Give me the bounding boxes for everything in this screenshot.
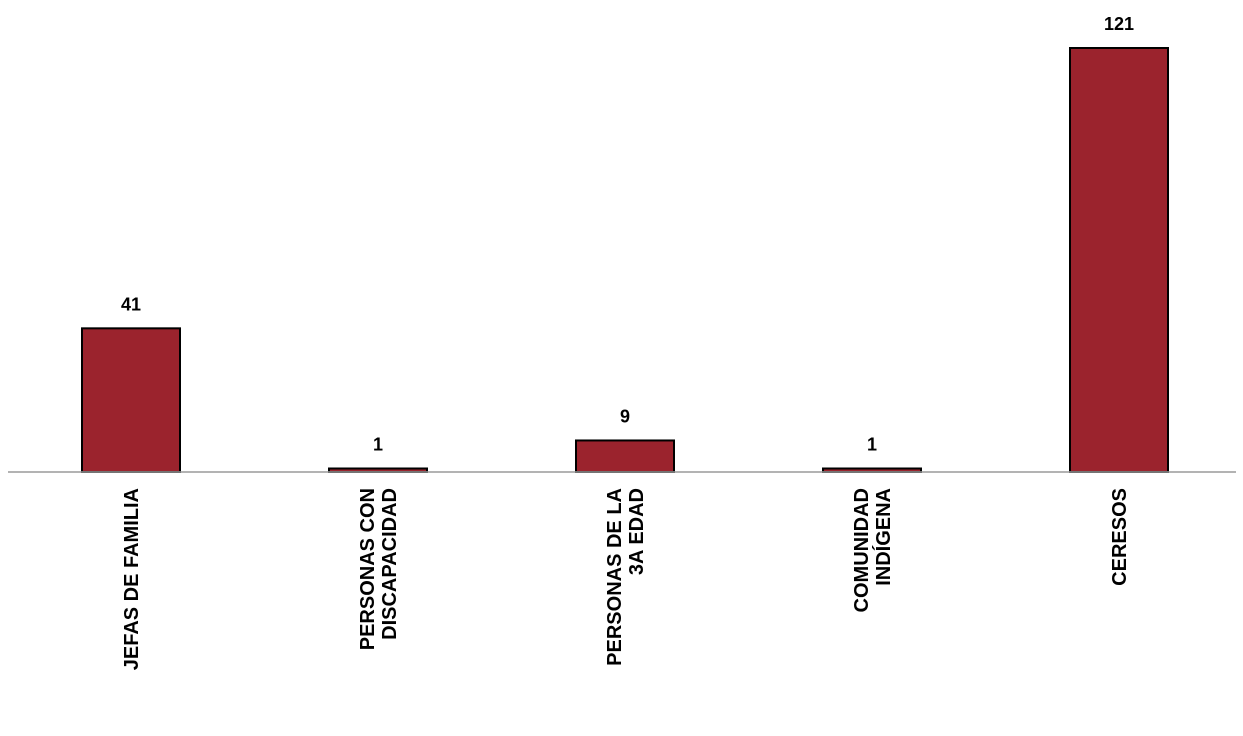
- category-labels-group: JEFAS DE FAMILIA PERSONAS CON DISCAPACIDAD…: [121, 488, 1131, 670]
- category-label-1-line-0: PERSONAS CON: [357, 488, 379, 650]
- category-label-2-line-0: PERSONAS DE LA: [604, 488, 626, 666]
- category-label-4: CERESOS: [1109, 488, 1131, 586]
- value-labels-group: 41 1 9 1 121: [121, 14, 1134, 454]
- category-label-3-line-1: INDÍGENA: [872, 488, 895, 586]
- bar-0: [81, 327, 181, 473]
- category-label-3-line-0: COMUNIDAD: [851, 488, 873, 612]
- value-label-1: 1: [373, 434, 383, 454]
- category-label-0-line-0: JEFAS DE FAMILIA: [121, 488, 143, 670]
- category-label-1-line-1: DISCAPACIDAD: [379, 488, 401, 640]
- bar-4: [1069, 47, 1169, 473]
- value-label-0: 41: [121, 294, 141, 314]
- bars-group: [81, 47, 1169, 474]
- category-label-2-line-1: 3A EDAD: [626, 488, 648, 575]
- bar-2: [575, 439, 675, 473]
- category-label-1: PERSONAS CON DISCAPACIDAD: [357, 488, 401, 650]
- value-label-2: 9: [620, 406, 630, 426]
- value-label-4: 121: [1104, 14, 1134, 34]
- value-label-3: 1: [867, 434, 877, 454]
- category-label-3: COMUNIDAD INDÍGENA: [851, 488, 895, 612]
- category-label-4-line-0: CERESOS: [1109, 488, 1131, 586]
- category-label-0: JEFAS DE FAMILIA: [121, 488, 143, 670]
- category-label-2: PERSONAS DE LA 3A EDAD: [604, 488, 648, 666]
